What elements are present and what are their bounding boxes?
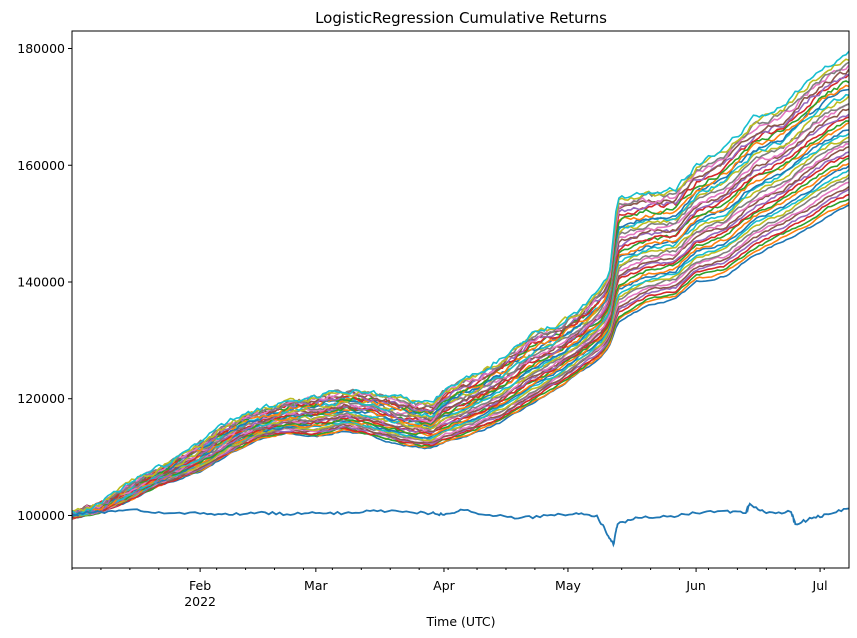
y-tick-label: 140000 <box>17 274 65 289</box>
ensemble-line <box>72 50 849 516</box>
x-tick-label: Apr <box>433 578 455 593</box>
ensemble-line <box>72 173 849 518</box>
ensemble-line <box>72 202 849 519</box>
x-axis-label: Time (UTC) <box>425 614 495 629</box>
ensemble-line <box>72 108 849 515</box>
y-tick-label: 120000 <box>17 391 65 406</box>
y-axis: 100000 120000 140000 160000 180000 <box>17 41 72 523</box>
ensemble-line <box>72 113 849 515</box>
y-tick-label: 100000 <box>17 508 65 523</box>
y-tick-label: 160000 <box>17 158 65 173</box>
series-lines <box>72 50 849 548</box>
ensemble-line <box>72 133 849 517</box>
ensemble-line <box>72 169 849 519</box>
ensemble-line <box>72 73 849 513</box>
x-tick-sublabel: 2022 <box>184 594 216 609</box>
baseline-series-line <box>72 502 849 548</box>
plot-frame <box>71 30 850 569</box>
chart-title: LogisticRegression Cumulative Returns <box>315 9 607 27</box>
ensemble-line <box>72 185 849 519</box>
x-tick-label: Jul <box>812 578 828 593</box>
ensemble-line <box>72 140 849 517</box>
y-tick-label: 180000 <box>17 41 65 56</box>
x-tick-label: Mar <box>304 578 328 593</box>
x-tick-label: Jun <box>685 578 706 593</box>
x-tick-label: May <box>555 578 581 593</box>
x-tick-label: Feb <box>189 578 211 593</box>
